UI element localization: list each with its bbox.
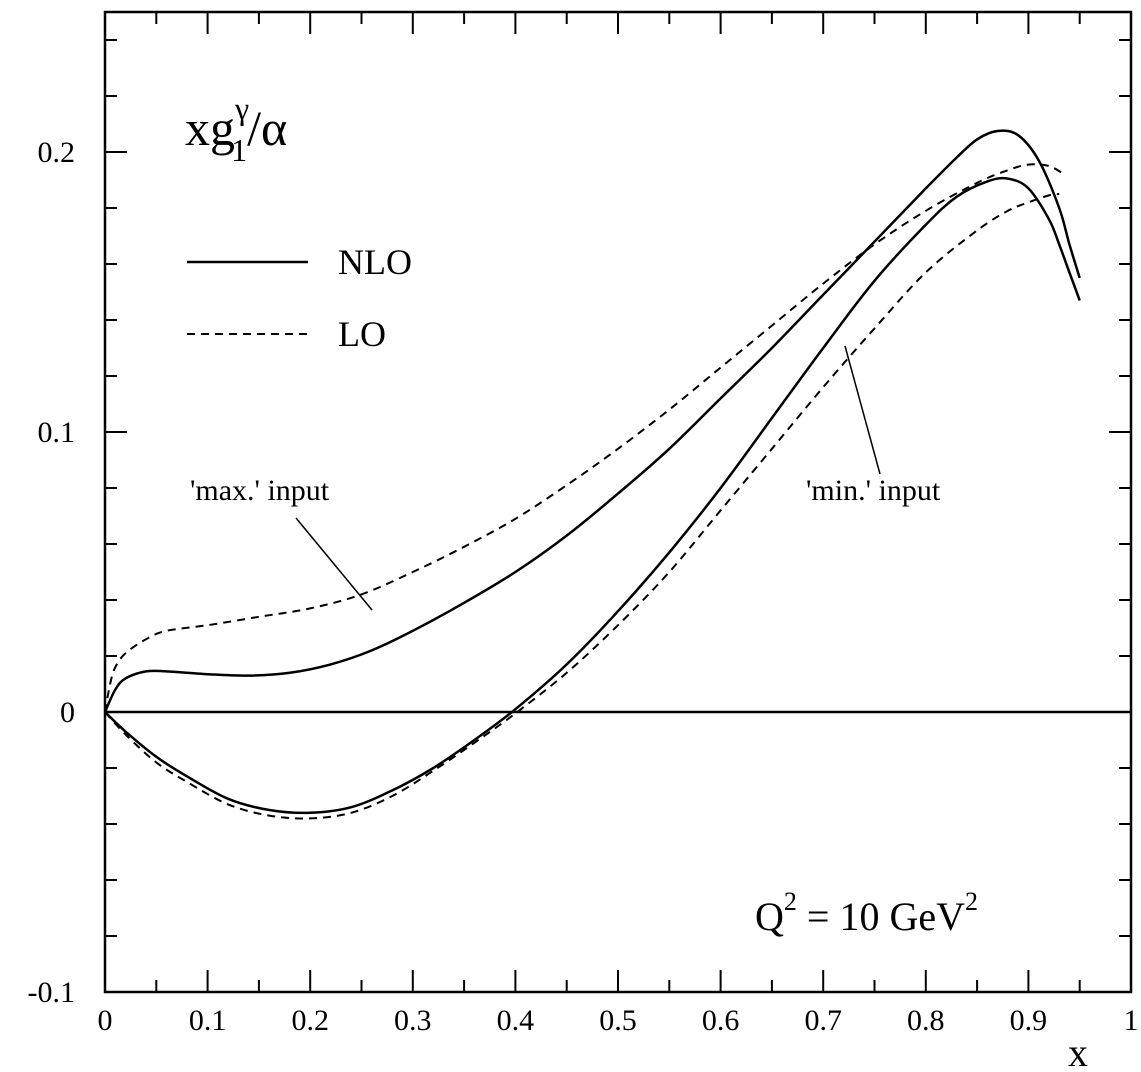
q2-main: Q <box>755 894 784 939</box>
x-tick-label: 0.8 <box>907 1004 945 1037</box>
x-tick-label: 0.1 <box>189 1004 227 1037</box>
y-tick-label: 0.2 <box>38 136 76 169</box>
legend-label-lo: LO <box>338 314 386 354</box>
y-tick-label: 0 <box>60 696 75 729</box>
axis-tick-labels: 0 0.1 0.2 0.3 0.4 0.5 0.6 0.7 0.8 0.9 1 -0.1 0 0.1 0.2 <box>28 136 1139 1037</box>
q2-mid: = 10 GeV <box>797 894 965 939</box>
x-tick-label: 0.7 <box>804 1004 842 1037</box>
annotation-min-input: 'min.' input <box>806 474 941 507</box>
x-axis-label: x <box>1068 1030 1088 1072</box>
annotation-max-input: 'max.' input <box>190 474 330 507</box>
y-axis-label: xgγ 1/α <box>185 90 287 168</box>
x-tick-label: 0.2 <box>291 1004 329 1037</box>
q2-sup1: 2 <box>784 887 797 916</box>
annotation-max-pointer <box>295 517 373 611</box>
x-tick-label: 0.9 <box>1010 1004 1048 1037</box>
x-tick-label: 0.3 <box>394 1004 432 1037</box>
x-tick-label: 1 <box>1124 1004 1139 1037</box>
curves <box>103 129 1081 820</box>
legend-label-nlo: NLO <box>338 242 412 282</box>
axis-ticks <box>104 12 1132 993</box>
x-tick-label: 0.6 <box>702 1004 740 1037</box>
curve-max-solid <box>103 129 1081 713</box>
y-tick-label: 0.1 <box>38 416 76 449</box>
curve-min-solid <box>104 176 1081 815</box>
x-tick-label: 0.5 <box>599 1004 637 1037</box>
annotation-q2: Q2 = 10 GeV2 <box>755 887 978 939</box>
y-axis-label-sup: γ <box>234 90 249 126</box>
curve-min-dashed <box>104 193 1060 820</box>
y-axis-label-sub: 1 <box>231 132 247 168</box>
x-tick-label: 0.4 <box>497 1004 535 1037</box>
curve-max-dashed <box>104 163 1065 713</box>
legend: NLO LO <box>187 242 412 354</box>
q2-sup2: 2 <box>965 887 978 916</box>
annotation-min-pointer <box>844 345 881 475</box>
y-axis-label-main: xg <box>185 100 235 156</box>
x-tick-label: 0 <box>98 1004 113 1037</box>
y-tick-label: -0.1 <box>28 976 76 1009</box>
y-axis-label-tail: /α <box>247 100 287 156</box>
